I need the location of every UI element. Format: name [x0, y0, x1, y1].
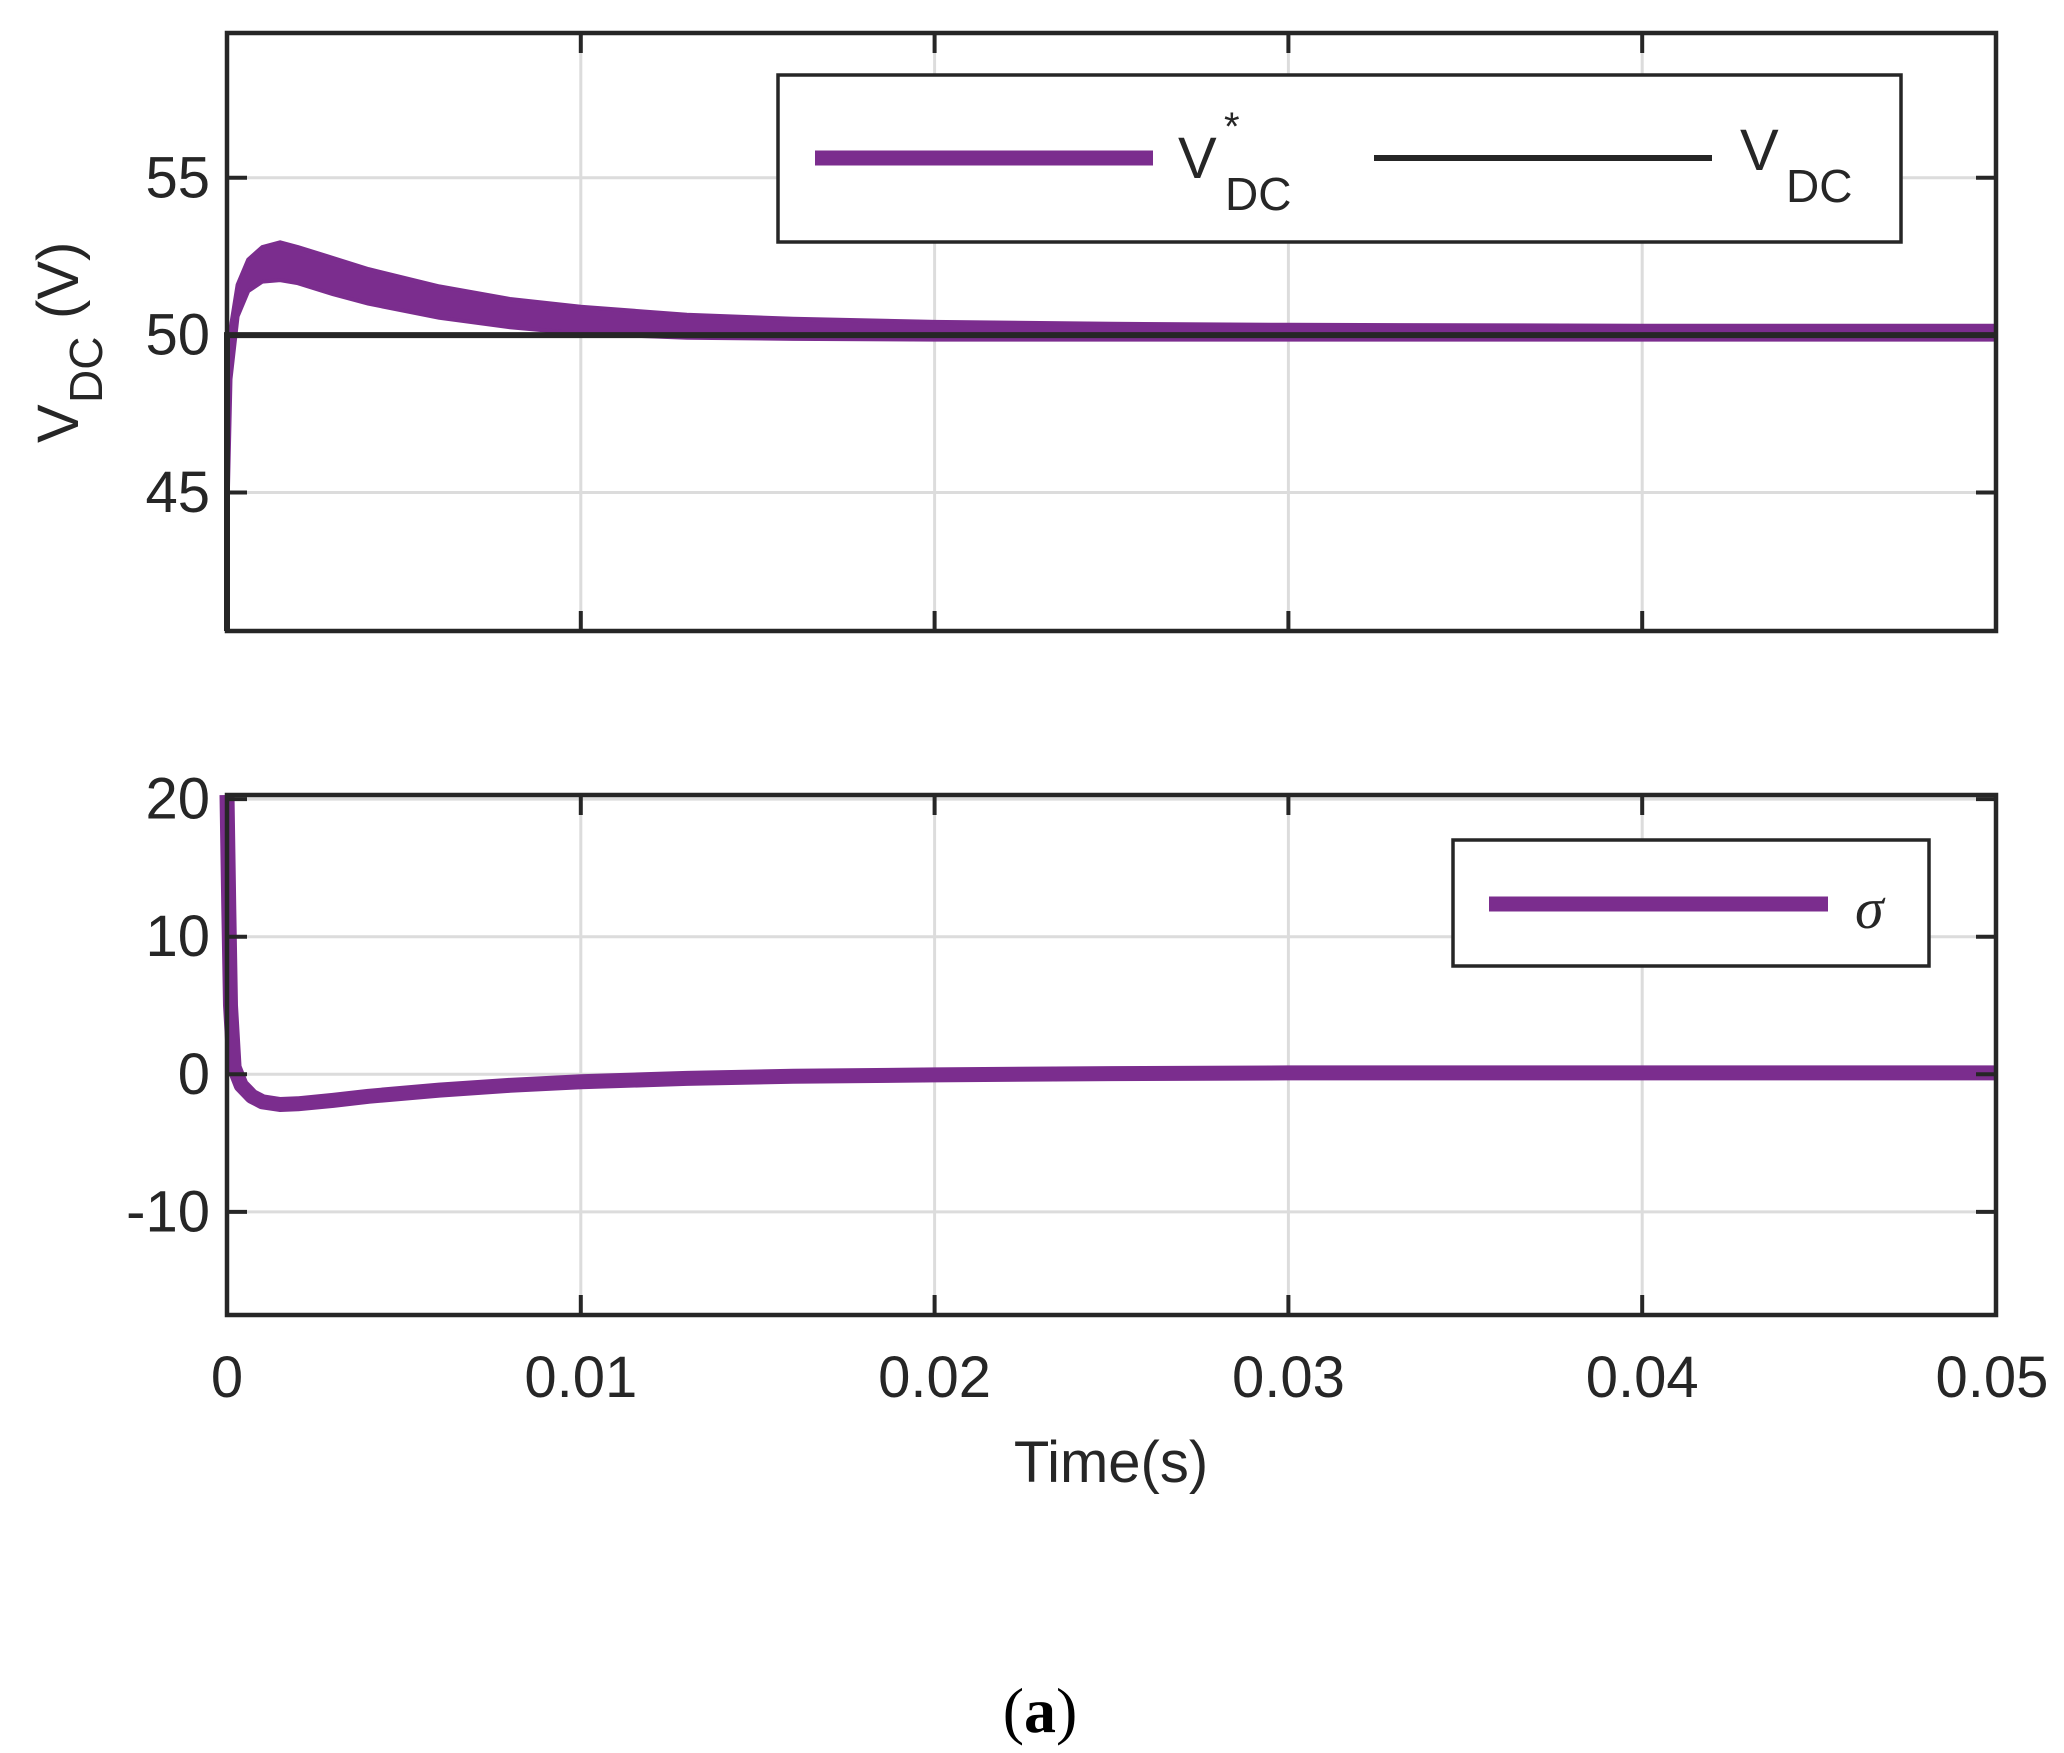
x-tick-label: 0.03 — [1232, 1345, 1345, 1410]
legend-label-vdc-ref-sub: DC — [1225, 168, 1291, 220]
top-y-axis-label-sub: DC — [60, 337, 112, 403]
bottom-y-tick-label: 10 — [145, 904, 210, 969]
top-y-axis-label-main: V — [26, 404, 91, 443]
x-tick-label: 0 — [211, 1345, 243, 1410]
bottom-legend: σ — [1451, 838, 1931, 968]
top-y-tick-label: 55 — [145, 145, 210, 210]
bottom-plot-frame — [224, 792, 1999, 1318]
top-legend: V * DC V DC — [776, 73, 1903, 244]
figure-caption: (a) — [1003, 1675, 1078, 1746]
top-tick-marks — [225, 33, 1998, 631]
legend-label-vdc-ref: V — [1178, 126, 1217, 191]
top-panel: 45 50 55 V DC (V) V * DC V DC — [26, 30, 1999, 634]
top-y-axis-label-unit: (V) — [26, 242, 91, 319]
bottom-tick-marks — [225, 795, 1998, 1315]
x-axis-label: Time(s) — [1014, 1430, 1208, 1495]
bottom-panel: -10 0 10 20 0 0.01 0.02 0.03 0.04 0.05 T… — [126, 767, 2048, 1495]
caption-open: ( — [1003, 1675, 1024, 1746]
caption-close: ) — [1056, 1675, 1077, 1746]
bottom-y-tick-label: -10 — [126, 1179, 210, 1244]
x-tick-label: 0.04 — [1586, 1345, 1699, 1410]
top-y-tick-label: 50 — [145, 303, 210, 368]
caption-letter: a — [1024, 1675, 1056, 1746]
x-tick-label: 0.02 — [878, 1345, 991, 1410]
top-y-axis-label: V DC (V) — [26, 242, 112, 443]
x-tick-label: 0.05 — [1936, 1345, 2049, 1410]
bottom-y-tick-label: 0 — [178, 1042, 210, 1107]
legend-label-vdc: V — [1740, 118, 1779, 183]
legend-label-vdc-ref-sup: * — [1224, 105, 1240, 149]
legend-label-sigma: σ — [1855, 876, 1886, 941]
top-y-tick-label: 45 — [145, 460, 210, 525]
legend-label-vdc-sub: DC — [1786, 160, 1852, 212]
x-tick-label: 0.01 — [524, 1345, 637, 1410]
bottom-y-tick-label: 20 — [145, 767, 210, 832]
top-plot-frame — [224, 30, 1999, 634]
